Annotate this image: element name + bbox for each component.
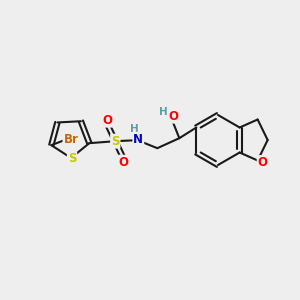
Text: S: S (111, 135, 120, 148)
Text: O: O (168, 110, 178, 123)
Text: Br: Br (63, 133, 78, 146)
Text: H: H (159, 107, 168, 117)
Text: O: O (118, 156, 128, 169)
Text: S: S (68, 152, 76, 166)
Text: O: O (102, 114, 112, 127)
Text: H: H (130, 124, 139, 134)
Text: N: N (133, 133, 143, 146)
Text: O: O (258, 156, 268, 169)
